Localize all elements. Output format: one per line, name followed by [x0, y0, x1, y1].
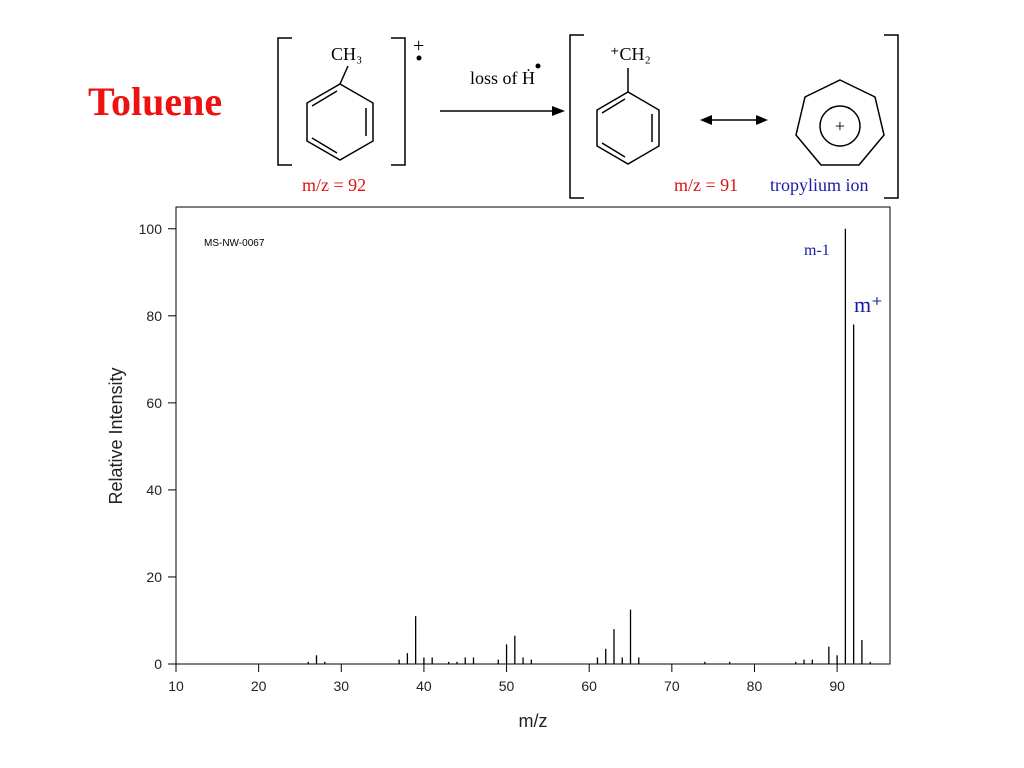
arrow-head [700, 115, 712, 125]
methyl-label: CH₃ [331, 44, 362, 64]
x-tick-label: 30 [333, 678, 349, 694]
arrow-head [756, 115, 768, 125]
scheme-drawing [277, 34, 899, 199]
y-tick-label: 80 [146, 308, 162, 324]
y-tick-label: 60 [146, 395, 162, 411]
radical-dot [416, 55, 422, 61]
x-tick-label: 10 [168, 678, 184, 694]
annotation: m-1 [804, 242, 830, 259]
tropylium-label: tropylium ion [770, 175, 869, 195]
x-axis-label: m/z [519, 711, 548, 731]
x-tick-label: 60 [581, 678, 597, 694]
charge-label: + [835, 116, 845, 136]
x-tick-label: 80 [747, 678, 763, 694]
y-tick-label: 40 [146, 482, 162, 498]
mz-label: m/z = 91 [674, 175, 738, 195]
x-tick-label: 20 [251, 678, 267, 694]
y-tick-label: 100 [139, 221, 163, 237]
y-axis-label: Relative Intensity [106, 367, 126, 504]
arrow-head [552, 106, 565, 116]
charge-label: + [413, 35, 424, 57]
x-tick-label: 50 [499, 678, 515, 694]
slide-title: Toluene [88, 79, 222, 124]
mz-label: m/z = 92 [302, 175, 366, 195]
annotation: m⁺ [854, 292, 883, 317]
methylene-label: ⁺CH₂ [610, 44, 651, 64]
plot-frame [175, 206, 891, 665]
x-tick-label: 90 [829, 678, 845, 694]
radical-dot [535, 63, 541, 69]
spectrum-code: MS-NW-0067 [204, 238, 265, 249]
arrow-label: loss of Ḣ [470, 68, 535, 88]
y-tick-label: 0 [154, 656, 162, 672]
x-tick-label: 70 [664, 678, 680, 694]
y-tick-label: 20 [146, 569, 162, 585]
x-tick-label: 40 [416, 678, 432, 694]
